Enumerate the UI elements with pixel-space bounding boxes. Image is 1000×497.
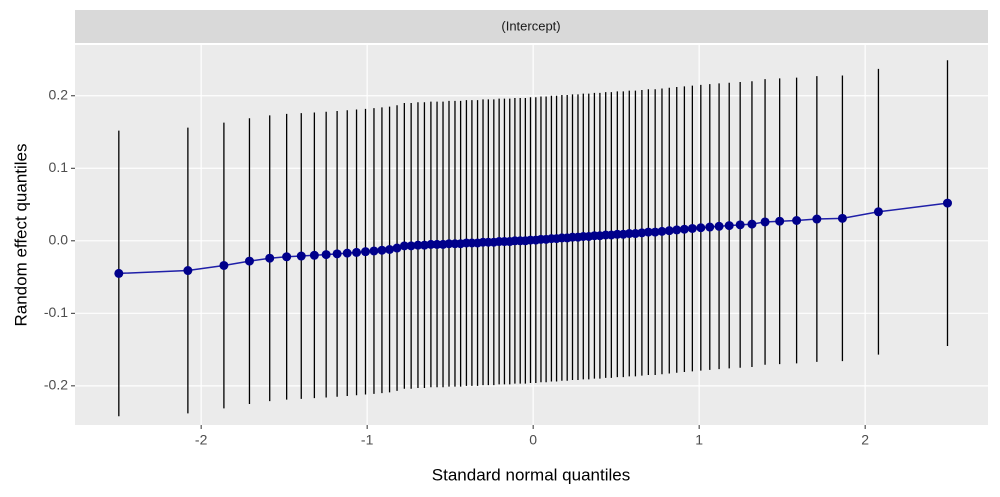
point <box>747 219 757 229</box>
point <box>672 225 682 235</box>
point <box>873 207 883 217</box>
x-tick-label: 1 <box>695 432 703 448</box>
point <box>377 245 387 255</box>
point <box>183 266 193 276</box>
y-tick-label: 0.1 <box>49 159 69 175</box>
point <box>735 220 745 230</box>
point <box>696 223 706 233</box>
point <box>342 248 352 258</box>
strip <box>75 10 988 43</box>
point <box>406 241 416 251</box>
point <box>352 247 362 257</box>
x-tick-label: 0 <box>529 432 537 448</box>
point <box>413 240 423 250</box>
point <box>714 221 724 231</box>
point <box>219 260 229 270</box>
y-tick-label: -0.2 <box>44 377 68 393</box>
y-tick-label: -0.1 <box>44 304 68 320</box>
point <box>643 227 653 237</box>
point <box>942 198 952 208</box>
x-tick-label: -1 <box>361 432 374 448</box>
x-tick-label: -2 <box>195 432 208 448</box>
point <box>332 249 342 259</box>
point <box>321 250 331 260</box>
y-tick-label: 0.2 <box>49 86 69 102</box>
point <box>244 256 254 266</box>
x-tick-label: 2 <box>861 432 869 448</box>
point <box>679 224 689 234</box>
point <box>724 221 734 231</box>
point <box>687 223 697 233</box>
panel <box>75 45 988 425</box>
point <box>792 215 802 225</box>
point <box>650 227 660 237</box>
point <box>114 268 124 278</box>
point <box>399 241 409 251</box>
point <box>369 246 379 256</box>
point <box>309 250 319 260</box>
point <box>265 253 275 263</box>
point <box>296 251 306 261</box>
y-axis-title: Random effect quantiles <box>11 143 30 326</box>
point <box>812 214 822 224</box>
y-tick-label: 0.0 <box>49 232 69 248</box>
point <box>760 217 770 227</box>
point <box>282 252 292 262</box>
point <box>664 226 674 236</box>
point <box>657 226 667 236</box>
point <box>837 213 847 223</box>
point <box>775 216 785 226</box>
point <box>385 245 395 255</box>
point <box>705 222 715 232</box>
x-axis-title: Standard normal quantiles <box>432 465 630 484</box>
point <box>392 243 402 253</box>
panel-label: (Intercept) <box>501 18 560 33</box>
point <box>361 247 370 257</box>
